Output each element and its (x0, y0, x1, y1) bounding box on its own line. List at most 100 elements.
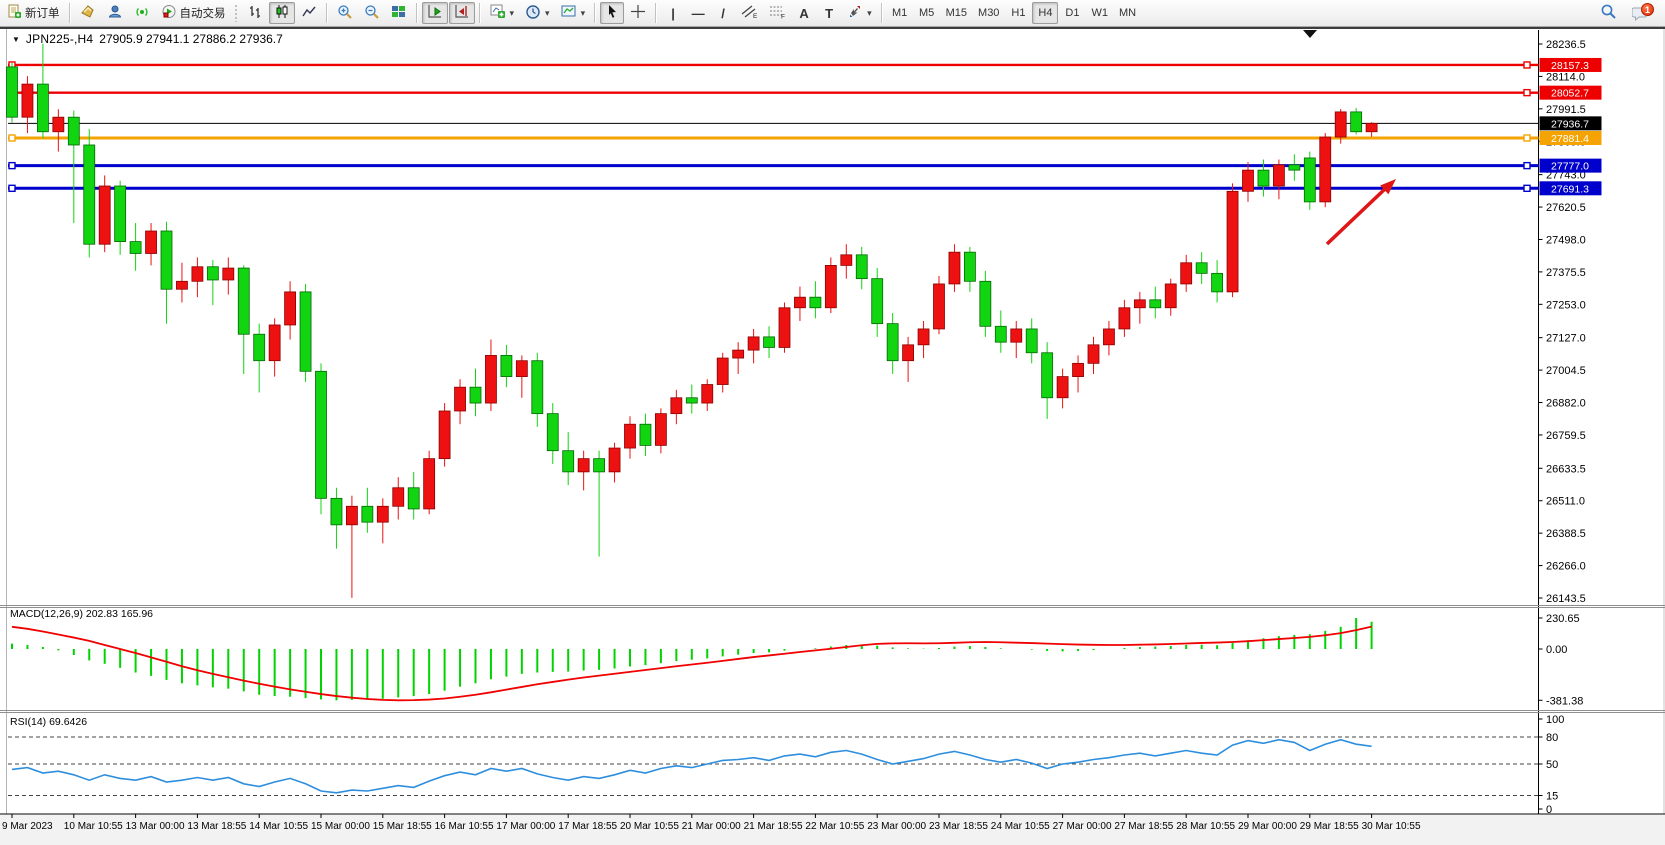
community-button[interactable] (102, 2, 128, 24)
new-order-icon (7, 4, 22, 22)
rsi-axis-label: 0 (1546, 804, 1552, 816)
candlestick (840, 244, 853, 279)
horizontal-line-tool-button[interactable]: — (686, 2, 710, 24)
candlestick (670, 389, 683, 425)
text-label-tool-button[interactable]: T (817, 2, 841, 24)
search-button[interactable] (1595, 2, 1622, 24)
candlestick (1041, 342, 1054, 419)
timeframe-d1-button[interactable]: D1 (1059, 2, 1085, 24)
macd-label: MACD(12,26,9) 202.83 165.96 (10, 608, 153, 620)
notifications-icon: 1 (1628, 2, 1654, 24)
price-line-badge (1539, 181, 1602, 196)
crosshair-tool-button[interactable] (625, 2, 651, 24)
candlestick (701, 379, 714, 411)
one-click-trading-collapse-icon[interactable]: ▼ (12, 34, 20, 44)
autotrading-button[interactable]: 自动交易 (156, 2, 231, 24)
trendline-tool-button[interactable]: / (711, 2, 735, 24)
candlestick (454, 379, 466, 425)
candlestick (330, 487, 343, 549)
candlestick (1211, 260, 1223, 303)
market-depth-button[interactable] (75, 2, 101, 24)
candlestick (222, 257, 235, 295)
tile-windows-button[interactable] (386, 2, 412, 24)
new-order-label: 新订单 (25, 8, 60, 20)
arrows-tool-button[interactable]: ▾ (842, 2, 877, 24)
notifications-button[interactable]: 1 (1623, 2, 1659, 24)
horizontal-line-object[interactable]: 27881.4 (8, 130, 1602, 145)
candlestick (237, 265, 250, 374)
macd-axis-label: 0.00 (1546, 644, 1567, 656)
timeframe-mn-button[interactable]: MN (1114, 2, 1141, 24)
trend-arrow-object[interactable] (1325, 179, 1396, 246)
candlestick (1350, 107, 1363, 135)
price-tick-label: 26633.5 (1546, 463, 1586, 475)
fibonacci-tool-button[interactable]: F (764, 2, 791, 24)
search-icon (1600, 3, 1617, 23)
cursor-tool-button[interactable] (600, 2, 625, 24)
horizontal-line-object[interactable]: 28052.7 (8, 85, 1602, 100)
templates-button[interactable]: ▾ (556, 2, 591, 24)
line-handle (1523, 61, 1531, 69)
horizontal-line-object[interactable]: 27691.3 (8, 181, 1602, 196)
chart-symbol-timeframe: JPN225-,H4 (25, 32, 94, 46)
candlestick (1103, 321, 1115, 356)
candlestick (948, 244, 961, 292)
timeframe-w1-button[interactable]: W1 (1086, 2, 1113, 24)
candlestick (485, 339, 497, 411)
vertical-line-tool-button[interactable]: | (661, 2, 685, 24)
candlestick (1319, 133, 1332, 208)
price-tick-label: 27253.0 (1546, 299, 1586, 311)
candlestick (37, 43, 49, 139)
line-chart-button[interactable] (296, 2, 322, 24)
price-tick-label: 28236.5 (1546, 39, 1586, 51)
candlestick-chart-button[interactable] (268, 2, 295, 24)
candlestick (160, 221, 173, 324)
line-handle (1523, 184, 1531, 193)
zoom-in-button[interactable] (332, 2, 358, 24)
candlestick (515, 355, 528, 398)
time-axis[interactable]: 9 Mar 2023 10 Mar 10:55 13 Mar 00:00 13 Mar… (0, 813, 1665, 845)
svg-text:27777.0: 27777.0 (1551, 161, 1589, 173)
timeframe-h1-button[interactable]: H1 (1005, 2, 1031, 24)
time-tick-label: 15 Mar 18:55 (373, 821, 432, 832)
periods-button[interactable]: ▾ (520, 2, 555, 24)
zoom-out-button[interactable] (359, 2, 385, 24)
timeframe-m15-button[interactable]: M15 (941, 2, 972, 24)
time-tick-label: 17 Mar 18:55 (558, 821, 617, 832)
new-chart-button[interactable]: ▾ (485, 2, 520, 24)
chart-shift-marker[interactable] (1303, 30, 1317, 38)
timeframe-h4-button[interactable]: H4 (1032, 2, 1059, 24)
rsi-axis-label: 15 (1546, 791, 1558, 803)
crosshair-icon (630, 4, 646, 22)
candlestick (1334, 108, 1347, 144)
chevron-down-icon: ▾ (580, 7, 586, 18)
bar-chart-button[interactable] (242, 2, 268, 24)
new-order-button[interactable]: 新订单 (2, 2, 65, 24)
candlestick (469, 368, 482, 417)
candlestick (824, 257, 837, 314)
candlestick (6, 62, 18, 123)
chart-background (0, 27, 1665, 845)
text-tool-button[interactable]: A (792, 2, 816, 24)
svg-text:28052.7: 28052.7 (1551, 88, 1589, 100)
timeframe-m1-button[interactable]: M1 (887, 2, 913, 24)
candlestick (1072, 355, 1084, 393)
candlestick (1226, 183, 1239, 298)
candlestick (500, 344, 513, 388)
time-tick-label: 10 Mar 10:55 (64, 821, 123, 832)
candlestick (1164, 278, 1177, 316)
chart-shift-button[interactable] (448, 2, 475, 24)
auto-scroll-button[interactable] (421, 2, 448, 24)
candlestick (886, 313, 899, 374)
horizontal-line-object[interactable]: 28157.3 (8, 57, 1602, 72)
candlestick (1257, 159, 1270, 197)
timeframe-m5-button[interactable]: M5 (914, 2, 940, 24)
equidistant-channel-tool-button[interactable]: E (736, 2, 763, 24)
toolbar-separator (415, 3, 418, 23)
time-tick-label: 13 Mar 18:55 (187, 821, 246, 832)
candlestick (438, 403, 451, 467)
signals-button[interactable] (129, 2, 155, 24)
signals-icon (134, 4, 150, 22)
timeframe-m30-button[interactable]: M30 (973, 2, 1004, 24)
